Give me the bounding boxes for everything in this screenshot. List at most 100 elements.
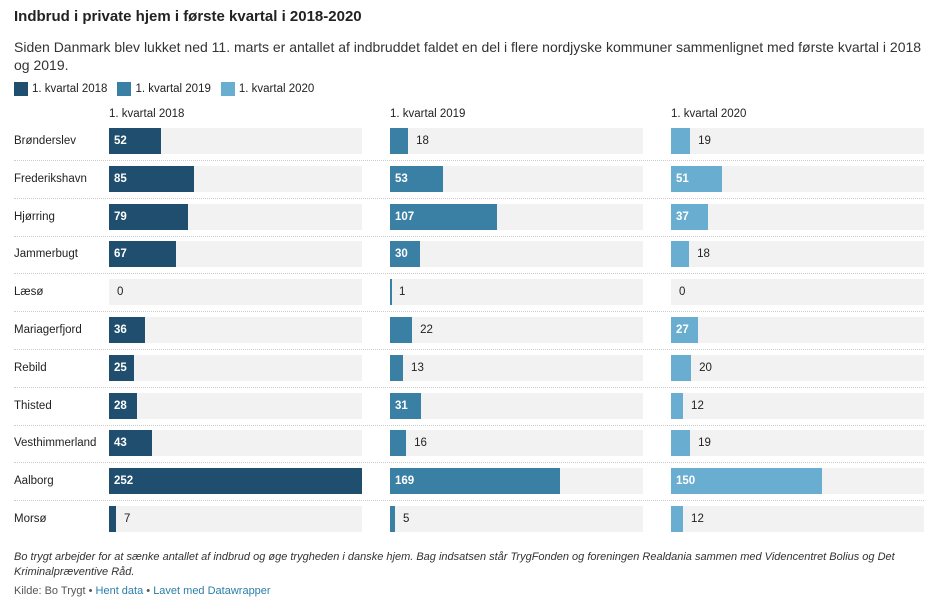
bar-track: 37 (671, 203, 924, 230)
legend-item: 1. kvartal 2019 (117, 82, 211, 96)
bar (671, 392, 684, 419)
row-separator (14, 500, 924, 502)
column-header: 1. kvartal 2020 (671, 108, 747, 120)
row-label: Læsø (14, 286, 44, 299)
legend-swatch (220, 82, 235, 96)
bar-track: 30 (390, 241, 643, 268)
bar (390, 506, 396, 532)
data-label: 18 (416, 135, 429, 147)
chart-title: Indbrud i private hjem i første kvartal … (14, 8, 362, 25)
bar (109, 317, 146, 343)
chart-subtitle: Siden Danmark blev lukket ned 11. marts … (14, 39, 922, 73)
datawrapper-link[interactable]: Lavet med Datawrapper (153, 585, 271, 597)
bar-track: 0 (109, 279, 362, 306)
legend-label: 1. kvartal 2019 (135, 83, 211, 95)
bar (390, 468, 560, 495)
data-label: 85 (114, 172, 127, 185)
bar-track: 7 (109, 506, 362, 532)
source-text: Kilde: Bo Trygt (14, 585, 86, 597)
row-separator (14, 273, 924, 275)
row-separator (14, 235, 924, 237)
bar (109, 392, 138, 419)
bar-track: 1 (390, 279, 643, 306)
data-label: 7 (124, 513, 131, 525)
data-label: 252 (114, 475, 134, 488)
data-label: 30 (395, 248, 408, 261)
data-label: 5 (403, 513, 410, 525)
bar-track: 19 (671, 128, 924, 154)
bar (671, 468, 822, 495)
row-label: Vesthimmerland (14, 437, 97, 450)
bar (109, 165, 195, 192)
legend-label: 1. kvartal 2018 (32, 83, 108, 95)
data-label: 19 (698, 437, 711, 450)
row-separator (14, 386, 924, 388)
data-label: 18 (697, 248, 710, 261)
legend-label: 1. kvartal 2020 (238, 83, 315, 95)
row-separator (14, 311, 924, 313)
data-label: 12 (691, 513, 704, 525)
row-label: Frederikshavn (14, 172, 87, 185)
data-label: 28 (114, 399, 127, 412)
separator: • (85, 585, 96, 597)
row-label: Jammerbugt (14, 248, 78, 261)
bar (109, 468, 362, 495)
bar (671, 203, 709, 230)
bar-track: 22 (390, 317, 643, 343)
data-label: 12 (691, 399, 704, 412)
data-label: 107 (395, 210, 415, 223)
data-label: 16 (414, 437, 427, 450)
data-label: 37 (676, 210, 689, 223)
bar-track: 36 (109, 317, 362, 343)
legend-item: 1. kvartal 2020 (220, 82, 315, 96)
data-label: 79 (114, 210, 127, 223)
legend: 1. kvartal 2018 1. kvartal 2019 1. kvartal… (14, 82, 314, 96)
legend-item: 1. kvartal 2018 (14, 82, 107, 96)
bar-track: 5 (390, 506, 643, 532)
bar-track: 19 (671, 430, 924, 457)
data-label: 51 (676, 172, 689, 185)
separator: • (143, 585, 154, 597)
bar-track: 18 (390, 128, 643, 154)
bar-track: 51 (671, 165, 924, 192)
legend-swatch (14, 82, 28, 96)
data-label: 22 (420, 324, 433, 336)
bar-track: 107 (390, 203, 643, 230)
data-label: 19 (698, 135, 711, 147)
row-separator (14, 197, 924, 199)
bar (671, 430, 691, 457)
data-label: 36 (114, 324, 127, 336)
legend-swatch (117, 82, 132, 96)
bar-track: 31 (390, 392, 643, 419)
data-label: 53 (395, 172, 408, 185)
bar (109, 506, 117, 532)
bar (390, 241, 421, 268)
data-label: 13 (411, 361, 424, 374)
get-data-link[interactable]: Hent data (95, 585, 144, 597)
row-separator (14, 160, 924, 161)
bar (390, 392, 422, 419)
data-label: 67 (114, 248, 127, 261)
bar-track: 13 (390, 354, 643, 381)
column-header: 1. kvartal 2019 (390, 108, 466, 120)
data-label: 25 (114, 361, 127, 374)
bar (671, 128, 691, 154)
row-separator (14, 462, 924, 464)
bar-track: 150 (671, 468, 924, 495)
data-label: 20 (699, 361, 712, 374)
bar-track: 12 (671, 506, 924, 532)
bar (390, 203, 498, 230)
bar (390, 279, 392, 306)
bar (390, 317, 413, 343)
column-header: 1. kvartal 2018 (109, 108, 185, 120)
bar (390, 430, 407, 457)
row-label: Morsø (14, 513, 47, 525)
row-label: Hjørring (14, 210, 55, 223)
data-label: 0 (679, 286, 686, 299)
bar-track: 27 (671, 317, 924, 343)
bar-track: 43 (109, 430, 362, 457)
row-label: Mariagerfjord (14, 324, 82, 336)
bar-track: 16 (390, 430, 643, 457)
bar-track: 67 (109, 241, 362, 268)
